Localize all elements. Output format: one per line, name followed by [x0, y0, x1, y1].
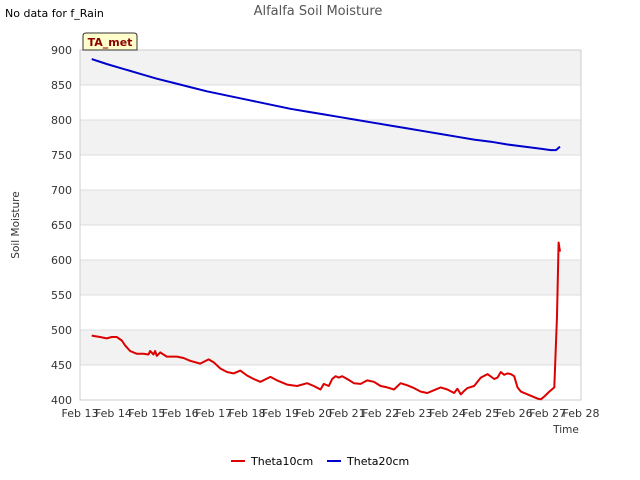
- y-tick-label: 400: [51, 394, 72, 407]
- y-tick-label: 450: [51, 359, 72, 372]
- y-tick-label: 750: [51, 149, 72, 162]
- x-tick-label: Feb 23: [396, 407, 433, 420]
- x-tick-label: Feb 13: [62, 407, 99, 420]
- x-axis-label: Time: [552, 424, 579, 436]
- y-tick-label: 850: [51, 79, 72, 92]
- plot-frame: [79, 49, 582, 401]
- background-band: [80, 260, 581, 295]
- x-tick-label: Feb 15: [128, 407, 165, 420]
- y-axis-label: Soil Moisture: [10, 191, 22, 258]
- legend-label-theta10cm: Theta10cm: [250, 455, 313, 468]
- x-tick-label: Feb 22: [362, 407, 399, 420]
- legend: Theta10cm Theta20cm: [231, 455, 409, 468]
- y-tick-label: 500: [51, 324, 72, 337]
- x-tick-label: Feb 17: [195, 407, 232, 420]
- legend-label-theta20cm: Theta20cm: [346, 455, 409, 468]
- y-tick-label: 550: [51, 289, 72, 302]
- y-tick-labels: 400 450 500 550 600 650 700 750 800 850 900: [51, 44, 72, 407]
- x-tick-label: Feb 14: [95, 407, 132, 420]
- y-tick-label: 800: [51, 114, 72, 127]
- ta-met-badge[interactable]: TA_met: [82, 32, 138, 51]
- x-tick-label: Feb 27: [529, 407, 566, 420]
- series-line-theta20cm: [91, 58, 561, 152]
- badge-label: TA_met: [88, 36, 133, 49]
- x-tick-label: Feb 25: [462, 407, 499, 420]
- x-tick-label: Feb 24: [429, 407, 466, 420]
- x-tick-label: Feb 28: [563, 407, 600, 420]
- x-tick-label: Feb 26: [496, 407, 533, 420]
- x-tick-label: Feb 19: [262, 407, 299, 420]
- series-line-theta10cm: [91, 241, 561, 401]
- background-bands: [80, 50, 581, 365]
- y-tick-label: 700: [51, 184, 72, 197]
- y-tick-label: 650: [51, 219, 72, 232]
- chart-title: Alfalfa Soil Moisture: [254, 4, 383, 19]
- series-lines: [91, 58, 561, 401]
- background-band: [80, 120, 581, 155]
- y-tick-label: 900: [51, 44, 72, 57]
- background-band: [80, 190, 581, 225]
- x-tick-label: Feb 18: [229, 407, 266, 420]
- background-band: [80, 330, 581, 365]
- background-band: [80, 50, 581, 85]
- x-tick-label: Feb 20: [295, 407, 332, 420]
- y-tick-label: 600: [51, 254, 72, 267]
- no-data-notice: No data for f_Rain: [5, 7, 104, 20]
- x-tick-label: Feb 21: [329, 407, 366, 420]
- x-tick-label: Feb 16: [162, 407, 199, 420]
